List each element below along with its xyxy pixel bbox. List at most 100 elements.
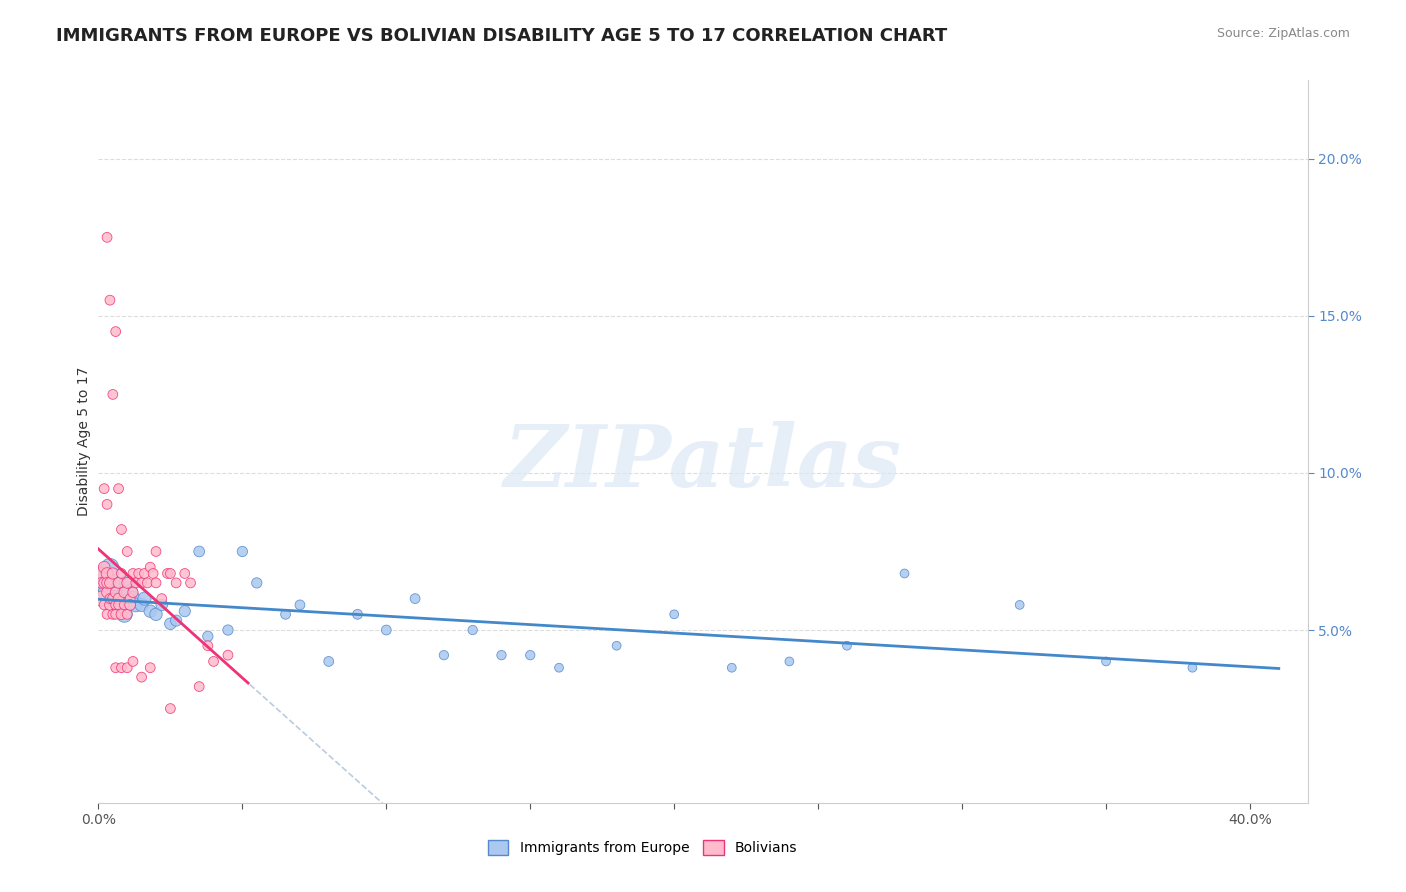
Point [288, 598, 311, 612]
Point [115, 607, 138, 622]
Point [110, 661, 132, 675]
Point [375, 623, 398, 637]
Point [107, 575, 129, 590]
Point [145, 575, 167, 590]
Point [1181, 661, 1204, 675]
Legend: Immigrants from Europe, Bolivians: Immigrants from Europe, Bolivians [482, 835, 803, 861]
Point [107, 598, 129, 612]
Point [115, 575, 138, 590]
Point [104, 607, 127, 622]
Point [90, 575, 112, 590]
Point [98, 598, 121, 612]
Point [139, 661, 162, 675]
Point [93, 560, 115, 574]
Point [139, 560, 162, 574]
Y-axis label: Disability Age 5 to 17: Disability Age 5 to 17 [77, 367, 91, 516]
Point [110, 566, 132, 581]
Point [188, 680, 211, 694]
Point [173, 604, 195, 618]
Point [98, 591, 121, 606]
Point [125, 575, 148, 590]
Point [346, 607, 368, 622]
Point [156, 566, 179, 581]
Text: ZIPatlas: ZIPatlas [503, 421, 903, 505]
Point [107, 598, 129, 612]
Point [778, 655, 800, 669]
Point [131, 575, 153, 590]
Point [491, 648, 513, 662]
Point [231, 544, 253, 558]
Point [165, 614, 187, 628]
Point [197, 629, 219, 643]
Point [664, 607, 686, 622]
Point [93, 598, 115, 612]
Point [96, 230, 118, 244]
Point [433, 648, 456, 662]
Point [115, 661, 138, 675]
Point [202, 655, 225, 669]
Point [104, 325, 127, 339]
Point [93, 575, 115, 590]
Point [165, 575, 187, 590]
Point [548, 661, 571, 675]
Point [115, 575, 138, 590]
Point [110, 607, 132, 622]
Point [107, 591, 129, 606]
Point [142, 566, 165, 581]
Point [150, 591, 173, 606]
Point [318, 655, 340, 669]
Point [835, 639, 858, 653]
Point [98, 575, 121, 590]
Point [115, 544, 138, 558]
Point [274, 607, 297, 622]
Point [150, 598, 173, 612]
Point [125, 598, 148, 612]
Point [104, 661, 127, 675]
Point [134, 591, 156, 606]
Point [131, 598, 153, 612]
Point [96, 566, 118, 581]
Point [188, 544, 211, 558]
Point [112, 585, 135, 599]
Point [98, 293, 121, 308]
Point [1095, 655, 1118, 669]
Point [101, 566, 124, 581]
Point [159, 566, 181, 581]
Point [96, 585, 118, 599]
Point [139, 604, 162, 618]
Point [122, 566, 145, 581]
Point [159, 616, 181, 631]
Point [112, 607, 135, 622]
Point [197, 639, 219, 653]
Point [96, 575, 118, 590]
Point [110, 591, 132, 606]
Point [1008, 598, 1031, 612]
Point [93, 566, 115, 581]
Point [90, 575, 112, 590]
Text: Source: ZipAtlas.com: Source: ZipAtlas.com [1216, 27, 1350, 40]
Point [122, 585, 145, 599]
Point [101, 607, 124, 622]
Point [122, 591, 145, 606]
Point [93, 482, 115, 496]
Point [159, 701, 181, 715]
Point [112, 598, 135, 612]
Point [461, 623, 484, 637]
Point [217, 623, 239, 637]
Point [128, 566, 150, 581]
Point [98, 560, 121, 574]
Point [720, 661, 742, 675]
Point [519, 648, 541, 662]
Point [134, 566, 156, 581]
Point [120, 585, 142, 599]
Point [104, 598, 127, 612]
Point [96, 497, 118, 511]
Point [96, 585, 118, 599]
Point [107, 482, 129, 496]
Point [404, 591, 426, 606]
Point [104, 591, 127, 606]
Point [122, 655, 145, 669]
Point [145, 544, 167, 558]
Point [131, 670, 153, 684]
Text: IMMIGRANTS FROM EUROPE VS BOLIVIAN DISABILITY AGE 5 TO 17 CORRELATION CHART: IMMIGRANTS FROM EUROPE VS BOLIVIAN DISAB… [56, 27, 948, 45]
